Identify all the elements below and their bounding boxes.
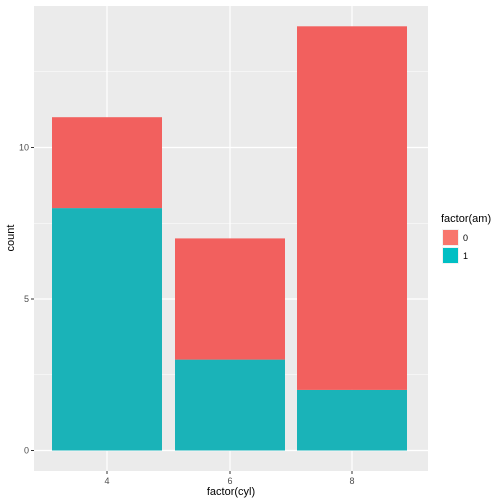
legend-label: 0	[463, 233, 468, 243]
x-axis-title: factor(cyl)	[207, 486, 255, 498]
bar-6-am0	[175, 238, 285, 360]
y-tick-label: 10	[19, 143, 29, 153]
x-tick-label: 4	[104, 476, 109, 486]
y-axis: 0 5 10	[19, 143, 34, 456]
x-tick-label: 6	[227, 476, 232, 486]
bar-4-am0	[52, 117, 162, 209]
legend-swatch	[443, 248, 458, 263]
legend: factor(am) 0 1	[441, 213, 491, 264]
bar-8-am1	[297, 389, 407, 451]
y-tick-label: 0	[24, 446, 29, 456]
bar-8-am0	[297, 26, 407, 390]
legend-title: factor(am)	[441, 213, 491, 225]
x-axis: 4 6 8	[104, 471, 355, 486]
legend-swatch	[443, 230, 458, 245]
y-tick-label: 5	[24, 294, 29, 304]
legend-label: 1	[463, 251, 468, 261]
x-tick-label: 8	[349, 476, 354, 486]
bar-6-am1	[175, 359, 285, 451]
bar-4-am1	[52, 208, 162, 451]
y-axis-title: count	[5, 225, 17, 252]
bars	[52, 26, 407, 451]
